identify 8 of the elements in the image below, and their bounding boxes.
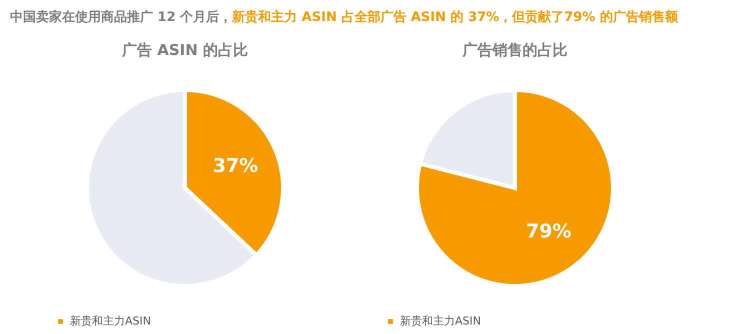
- data-label: 37%: [212, 155, 258, 178]
- text: 中国卖家在使用商品推广 12 个月后，: [10, 10, 232, 25]
- legend-label: 新贵和主力ASIN: [70, 314, 151, 328]
- chart-title: 广告 ASIN 的占比: [121, 41, 248, 59]
- data-label: 79%: [526, 220, 572, 242]
- legend-label: 新贵和主力ASIN: [400, 314, 481, 328]
- chart-title: 广告销售的占比: [462, 41, 568, 59]
- text: 新贵和主力 ASIN 占全部广告 ASIN 的 37%，但贡献了79% 的广告销售额: [232, 10, 678, 25]
